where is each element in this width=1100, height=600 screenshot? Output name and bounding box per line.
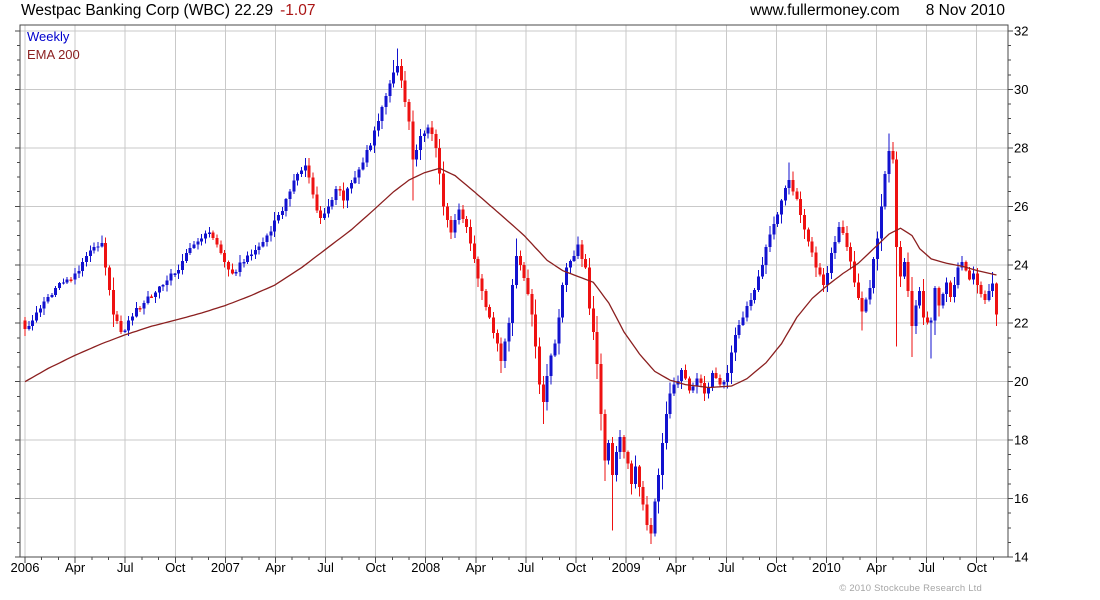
axes: 14 16 18 20 22 24 26 28 30 32 2006 Apr Jul Oct 2007 Apr… bbox=[11, 24, 1029, 576]
svg-text:Jul: Jul bbox=[317, 560, 334, 575]
svg-text:24: 24 bbox=[1014, 257, 1028, 272]
header-right: www.fullermoney.com 8 Nov 2010 bbox=[750, 2, 1005, 20]
svg-text:Oct: Oct bbox=[766, 560, 787, 575]
svg-text:2006: 2006 bbox=[11, 560, 40, 575]
svg-text:Jul: Jul bbox=[718, 560, 735, 575]
svg-text:Apr: Apr bbox=[65, 560, 86, 575]
svg-text:2007: 2007 bbox=[211, 560, 240, 575]
svg-text:18: 18 bbox=[1014, 433, 1028, 448]
svg-text:14: 14 bbox=[1014, 549, 1028, 564]
chart-legend: Weekly EMA 200 bbox=[27, 28, 80, 64]
svg-text:Jul: Jul bbox=[918, 560, 935, 575]
svg-text:30: 30 bbox=[1014, 82, 1028, 97]
svg-text:Jul: Jul bbox=[518, 560, 535, 575]
chart-date: 8 Nov 2010 bbox=[925, 2, 1005, 19]
svg-text:2008: 2008 bbox=[411, 560, 440, 575]
svg-text:2009: 2009 bbox=[612, 560, 641, 575]
svg-text:Apr: Apr bbox=[265, 560, 286, 575]
price-change: -1.07 bbox=[280, 2, 316, 19]
svg-text:Apr: Apr bbox=[866, 560, 887, 575]
svg-text:20: 20 bbox=[1014, 374, 1028, 389]
svg-text:Apr: Apr bbox=[466, 560, 487, 575]
svg-text:Oct: Oct bbox=[566, 560, 587, 575]
svg-text:Oct: Oct bbox=[165, 560, 186, 575]
svg-text:Oct: Oct bbox=[967, 560, 988, 575]
weekly-candles bbox=[23, 48, 999, 544]
instrument-and-price: Westpac Banking Corp (WBC) 22.29 bbox=[21, 2, 274, 19]
svg-text:Jul: Jul bbox=[117, 560, 134, 575]
svg-text:32: 32 bbox=[1014, 24, 1028, 39]
svg-text:2010: 2010 bbox=[812, 560, 841, 575]
ema-200-line bbox=[24, 167, 997, 389]
svg-text:Oct: Oct bbox=[366, 560, 387, 575]
legend-ema-label: EMA 200 bbox=[27, 47, 80, 62]
svg-text:Apr: Apr bbox=[666, 560, 687, 575]
svg-text:16: 16 bbox=[1014, 491, 1028, 506]
legend-series-label: Weekly bbox=[27, 29, 70, 44]
copyright-notice: © 2010 Stockcube Research Ltd bbox=[839, 583, 982, 594]
website-label: www.fullermoney.com bbox=[750, 2, 900, 19]
svg-text:22: 22 bbox=[1014, 316, 1028, 331]
svg-text:28: 28 bbox=[1014, 140, 1028, 155]
svg-text:26: 26 bbox=[1014, 199, 1028, 214]
chart-title: Westpac Banking Corp (WBC) 22.29 -1.07 bbox=[21, 2, 315, 20]
